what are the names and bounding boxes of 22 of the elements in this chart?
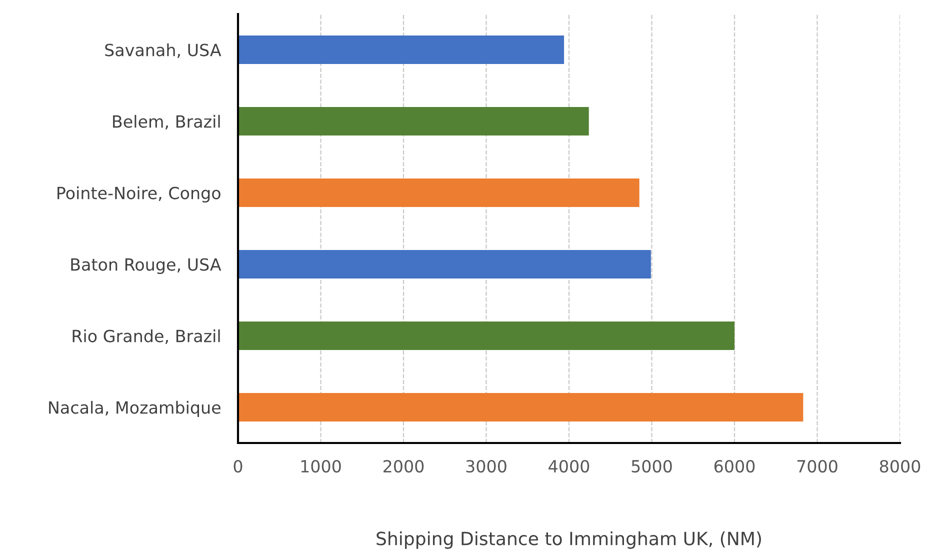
x-tick-label: 8000 — [880, 460, 920, 473]
y-tick-label: Savanah, USA — [105, 43, 222, 58]
x-tick-label: 5000 — [632, 460, 672, 473]
bar — [238, 178, 640, 208]
x-tick-label: 0 — [234, 460, 242, 473]
x-tick-label: 4000 — [548, 460, 590, 473]
bar — [238, 250, 651, 279]
x-tick-label: 6000 — [714, 460, 755, 473]
bar — [238, 106, 589, 136]
y-tick-label: Pointe-Noire, Congo — [58, 186, 220, 203]
x-axis-title: Shipping Distance to Immingham UK, (NM) — [376, 531, 761, 549]
x-tick-label: 3000 — [466, 460, 506, 473]
x-tick-label: 7000 — [797, 460, 838, 473]
bar — [238, 321, 734, 350]
y-tick-label: Belem, Brazil — [113, 114, 220, 130]
x-tick-label: 2000 — [384, 460, 424, 473]
bar — [238, 35, 564, 64]
y-tick-label: Baton Rouge, USA — [71, 258, 222, 274]
y-tick-label: Rio Grande, Brazil — [72, 329, 220, 344]
x-tick-label: 1000 — [301, 460, 341, 473]
y-tick-label: Nacala, Mozambique — [49, 400, 220, 418]
bar — [238, 392, 804, 422]
